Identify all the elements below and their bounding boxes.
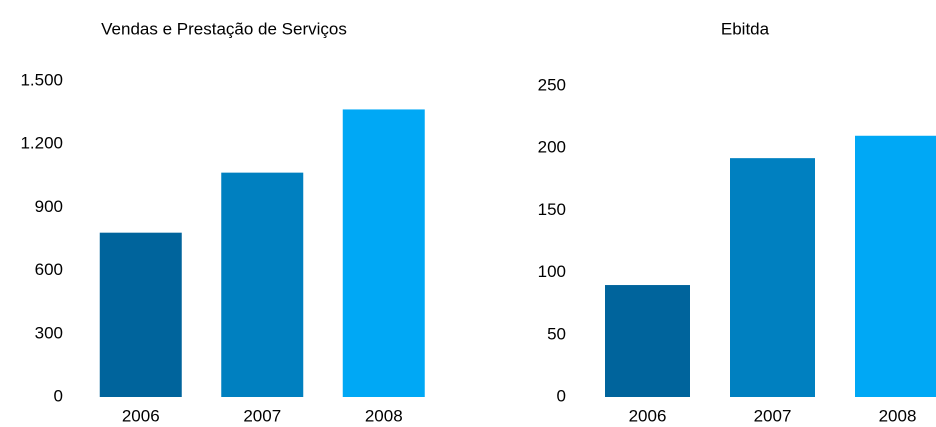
x-tick-label: 2006 — [122, 406, 160, 425]
y-tick-label: 300 — [35, 323, 63, 342]
bar — [221, 172, 304, 397]
y-tick-label: 900 — [35, 197, 63, 216]
y-tick-label: 600 — [35, 260, 63, 279]
y-tick-label: 50 — [547, 324, 566, 343]
bar — [342, 109, 425, 397]
x-tick-label: 2008 — [365, 406, 403, 425]
y-tick-label: 0 — [557, 386, 566, 405]
bar — [99, 232, 182, 397]
x-tick-label: 2007 — [243, 406, 281, 425]
bar — [605, 285, 690, 397]
x-tick-label: 2008 — [879, 406, 917, 425]
chart-title: Ebitda — [721, 19, 770, 38]
y-tick-label: 200 — [538, 138, 566, 157]
y-tick-label: 1.200 — [20, 134, 63, 153]
bar — [730, 158, 815, 397]
y-tick-label: 0 — [54, 386, 63, 405]
y-tick-label: 150 — [538, 200, 566, 219]
bar — [855, 135, 936, 397]
x-tick-label: 2006 — [629, 406, 667, 425]
chart-title: Vendas e Prestação de Serviços — [101, 19, 347, 38]
y-tick-label: 250 — [538, 75, 566, 94]
y-tick-label: 1.500 — [20, 70, 63, 89]
x-tick-label: 2007 — [754, 406, 792, 425]
y-tick-label: 100 — [538, 262, 566, 281]
